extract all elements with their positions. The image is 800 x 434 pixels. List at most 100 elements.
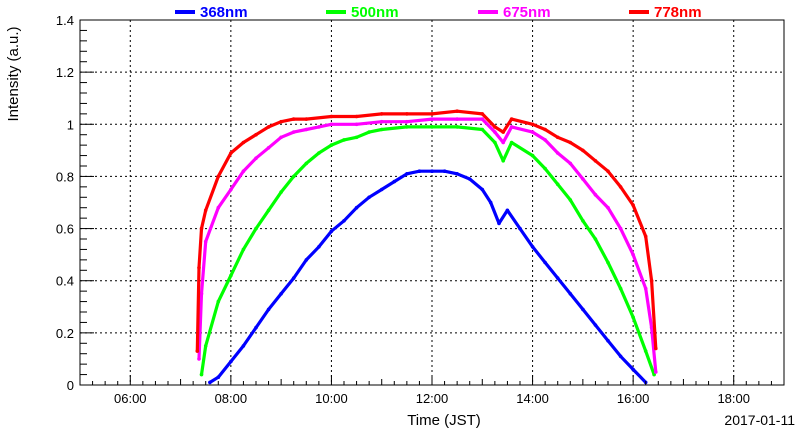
data-point <box>501 140 506 145</box>
data-point <box>505 208 510 213</box>
data-point <box>229 359 233 364</box>
data-point <box>342 219 346 223</box>
x-axis-title: Time (JST) <box>407 412 481 429</box>
data-point <box>606 205 610 210</box>
data-point <box>291 130 296 134</box>
data-point <box>509 117 514 121</box>
data-point <box>216 174 221 179</box>
x-tick-label: 16:00 <box>617 391 650 406</box>
data-point <box>430 169 434 173</box>
data-point <box>405 112 409 116</box>
data-point <box>654 346 658 351</box>
data-point <box>631 203 635 207</box>
data-point <box>417 169 422 173</box>
data-point <box>229 273 233 278</box>
data-point <box>342 138 346 142</box>
data-point <box>555 151 560 155</box>
y-tick-label: 1 <box>67 117 74 132</box>
data-point <box>543 138 547 142</box>
data-point <box>480 127 485 132</box>
y-tick-label: 0.4 <box>56 274 74 289</box>
data-point <box>279 190 283 194</box>
data-point <box>405 119 409 124</box>
data-point <box>199 292 204 296</box>
data-point <box>241 344 246 348</box>
data-point <box>304 127 309 132</box>
data-point <box>304 117 309 121</box>
data-point <box>241 247 246 252</box>
data-point <box>530 130 535 134</box>
series-368nm <box>208 169 648 385</box>
data-point <box>530 153 535 158</box>
data-point <box>593 323 598 327</box>
data-point <box>229 151 233 155</box>
y-axis-title: Intensity (a.u.) <box>5 26 22 121</box>
series-trace <box>199 125 656 377</box>
legend-label: 368nm <box>200 4 248 21</box>
data-point <box>430 117 434 121</box>
data-point <box>392 179 397 184</box>
data-point <box>618 286 623 291</box>
data-point <box>216 205 221 210</box>
data-point <box>430 112 434 116</box>
data-point <box>497 221 501 226</box>
series-778nm <box>195 109 658 353</box>
series-trace <box>197 117 658 374</box>
data-point <box>304 161 309 166</box>
legend: 368nm 500nm 675nm 778nm <box>175 4 702 21</box>
x-tick-label: 12:00 <box>416 391 449 406</box>
legend-label: 778nm <box>654 4 702 21</box>
data-point <box>493 130 497 134</box>
data-point <box>555 276 560 280</box>
data-point <box>266 146 271 150</box>
data-point <box>354 114 359 119</box>
data-point <box>618 226 623 231</box>
x-tick-label: 10:00 <box>315 391 348 406</box>
data-point <box>501 159 506 163</box>
data-point <box>279 119 283 124</box>
x-tick-label: 18:00 <box>717 391 750 406</box>
data-point <box>606 169 610 173</box>
series-675nm <box>197 117 658 374</box>
y-tick-label: 0.6 <box>56 222 74 237</box>
data-point <box>631 252 635 257</box>
y-tick-label: 1.4 <box>56 13 74 28</box>
data-point <box>203 239 208 244</box>
data-point <box>467 177 472 181</box>
data-point <box>509 125 514 129</box>
data-point <box>329 122 334 127</box>
data-point <box>530 245 535 249</box>
data-point <box>543 260 547 265</box>
data-point <box>317 125 321 129</box>
data-point <box>199 372 204 377</box>
data-point <box>229 187 233 192</box>
data-point <box>631 315 635 320</box>
data-point <box>291 276 296 280</box>
data-point <box>509 140 514 145</box>
data-point <box>543 127 547 132</box>
data-point <box>279 135 283 140</box>
data-point <box>203 344 208 348</box>
x-tick-label: 06:00 <box>114 391 147 406</box>
data-point <box>606 260 610 265</box>
data-point <box>405 172 409 176</box>
data-point <box>254 226 258 231</box>
data-point <box>379 187 384 192</box>
series-layer <box>195 109 658 385</box>
data-point <box>568 140 573 145</box>
data-point <box>254 325 258 330</box>
data-point <box>442 169 447 173</box>
date-label: 2017-01-11 <box>724 412 795 428</box>
data-point <box>195 349 200 353</box>
data-point <box>518 226 522 231</box>
data-point <box>266 307 271 312</box>
y-tick-label: 0 <box>67 378 74 393</box>
data-point <box>593 237 598 241</box>
data-point <box>197 357 201 361</box>
data-point <box>654 370 658 374</box>
data-point <box>329 229 334 233</box>
data-point <box>555 182 560 186</box>
data-point <box>291 174 296 179</box>
